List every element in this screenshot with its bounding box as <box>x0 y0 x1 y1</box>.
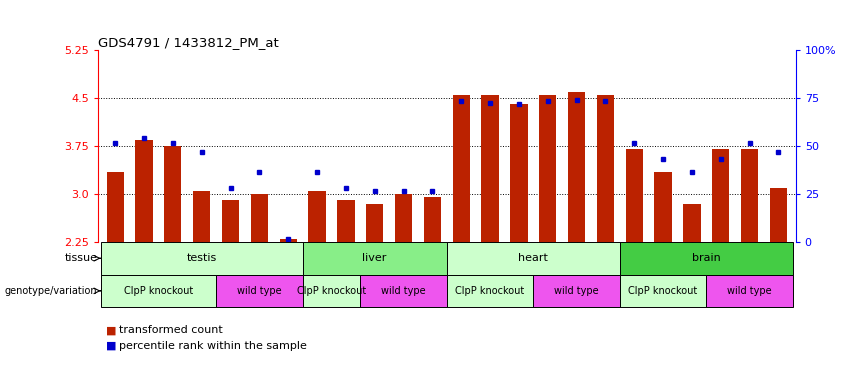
Bar <box>135 139 152 242</box>
Bar <box>447 242 620 275</box>
Text: tissue: tissue <box>65 253 97 263</box>
Bar <box>279 239 297 242</box>
Text: ■: ■ <box>106 341 117 351</box>
Bar <box>539 95 557 242</box>
Bar <box>308 191 326 242</box>
Text: wild type: wild type <box>554 286 599 296</box>
Bar <box>620 242 793 275</box>
Text: genotype/variation: genotype/variation <box>4 286 97 296</box>
Text: GDS4791 / 1433812_PM_at: GDS4791 / 1433812_PM_at <box>98 36 278 49</box>
Text: ClpP knockout: ClpP knockout <box>455 286 525 296</box>
Bar <box>597 95 614 242</box>
Bar <box>251 194 268 242</box>
Text: wild type: wild type <box>381 286 426 296</box>
Bar <box>511 104 528 242</box>
Bar <box>741 149 758 242</box>
Bar <box>683 204 700 242</box>
Text: wild type: wild type <box>728 286 772 296</box>
Bar <box>193 191 210 242</box>
Text: heart: heart <box>518 253 548 263</box>
Bar <box>770 187 787 242</box>
Bar <box>447 275 534 307</box>
Bar <box>534 275 620 307</box>
Bar <box>625 149 643 242</box>
Bar <box>303 275 360 307</box>
Bar <box>303 242 447 275</box>
Text: ClpP knockout: ClpP knockout <box>123 286 193 296</box>
Bar <box>482 95 499 242</box>
Text: ■: ■ <box>106 325 117 335</box>
Bar <box>706 275 793 307</box>
Text: percentile rank within the sample: percentile rank within the sample <box>119 341 307 351</box>
Bar <box>360 275 447 307</box>
Text: ClpP knockout: ClpP knockout <box>297 286 366 296</box>
Bar <box>100 275 216 307</box>
Bar <box>395 194 412 242</box>
Bar <box>106 172 123 242</box>
Bar <box>337 200 355 242</box>
Bar <box>164 146 181 242</box>
Text: liver: liver <box>363 253 387 263</box>
Text: transformed count: transformed count <box>119 325 223 335</box>
Bar <box>453 95 470 242</box>
Bar <box>654 172 671 242</box>
Bar <box>366 204 383 242</box>
Text: testis: testis <box>186 253 217 263</box>
Bar <box>620 275 706 307</box>
Bar <box>424 197 441 242</box>
Bar <box>222 200 239 242</box>
Text: brain: brain <box>692 253 721 263</box>
Text: ClpP knockout: ClpP knockout <box>628 286 698 296</box>
Bar <box>216 275 303 307</box>
Text: wild type: wild type <box>237 286 282 296</box>
Bar <box>100 242 303 275</box>
Bar <box>712 149 729 242</box>
Bar <box>568 91 585 242</box>
